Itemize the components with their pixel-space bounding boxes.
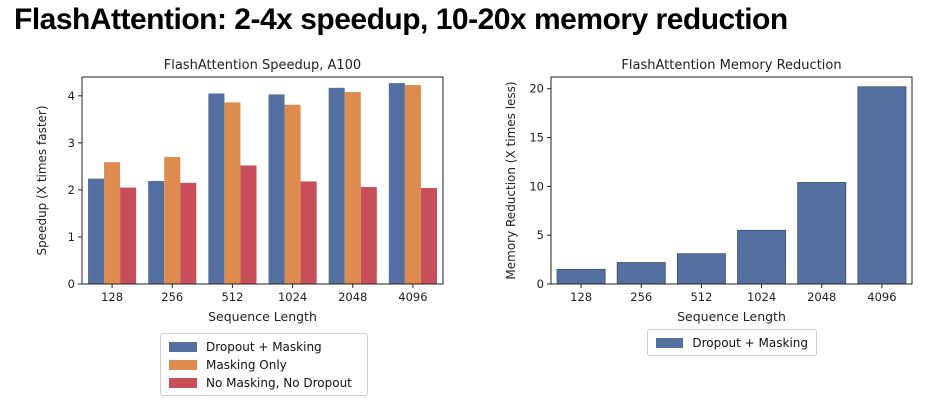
memory-x-tick-label: 4096 <box>867 290 896 304</box>
memory-x-axis-label: Sequence Length <box>677 309 786 324</box>
speedup-y-tick-label: 2 <box>68 183 75 197</box>
memory-chart-title: FlashAttention Memory Reduction <box>621 58 841 73</box>
legend-label: Masking Only <box>206 358 287 372</box>
speedup-bar <box>180 182 197 284</box>
speedup-bar <box>300 181 317 284</box>
slide-title: FlashAttention: 2-4x speedup, 10-20x mem… <box>14 3 788 36</box>
memory-bar <box>556 268 606 285</box>
memory-x-tick-label: 128 <box>570 290 592 304</box>
memory-bar <box>676 253 726 285</box>
speedup-plot-frame <box>81 76 444 285</box>
speedup-x-tick-label: 128 <box>101 290 123 304</box>
memory-x-tick-label: 256 <box>630 290 652 304</box>
speedup-bar <box>240 165 257 284</box>
memory-bar <box>737 229 787 285</box>
speedup-bar <box>404 85 421 284</box>
speedup-bar <box>224 102 241 285</box>
legend-swatch <box>656 338 684 348</box>
memory-bar <box>857 86 907 285</box>
speedup-bar <box>104 162 121 284</box>
speedup-x-tick-label: 256 <box>161 290 183 304</box>
memory-y-tick-label: 15 <box>529 131 544 145</box>
memory-y-tick-label: 5 <box>537 228 544 242</box>
speedup-bar <box>284 104 301 284</box>
speedup-bar <box>420 188 437 284</box>
speedup-bar <box>208 93 225 284</box>
speedup-bar <box>388 83 405 285</box>
legend-swatch <box>169 360 197 370</box>
legend-label: Dropout + Masking <box>692 336 808 350</box>
speedup-bar <box>328 87 345 284</box>
memory-legend: Dropout + Masking <box>647 329 817 356</box>
memory-bar <box>797 182 847 285</box>
memory-x-tick-label: 2048 <box>807 290 836 304</box>
legend-swatch <box>169 378 197 388</box>
speedup-bar <box>88 178 105 284</box>
memory-y-axis-label: Memory Reduction (X times less) <box>504 81 518 279</box>
legend-entry: No Masking, No Dropout <box>169 374 359 392</box>
speedup-y-tick-label: 1 <box>68 230 75 244</box>
memory-x-tick-label: 512 <box>690 290 712 304</box>
legend-label: No Masking, No Dropout <box>206 376 352 390</box>
speedup-x-tick-label: 2048 <box>338 290 367 304</box>
memory-bar <box>616 262 666 285</box>
speedup-legend: Dropout + Masking Masking Only No Masking,… <box>160 333 368 396</box>
legend-swatch <box>169 342 197 352</box>
memory-x-tick-label: 1024 <box>747 290 776 304</box>
speedup-y-tick-label: 0 <box>68 277 75 291</box>
speedup-y-axis-label: Speedup (X times faster) <box>35 105 49 255</box>
speedup-x-tick-label: 1024 <box>278 290 307 304</box>
legend-entry: Masking Only <box>169 356 359 374</box>
speedup-x-tick-label: 512 <box>221 290 243 304</box>
memory-y-tick-label: 20 <box>529 82 544 96</box>
speedup-x-axis-label: Sequence Length <box>208 309 317 324</box>
legend-label: Dropout + Masking <box>206 340 322 354</box>
speedup-bar <box>164 156 181 284</box>
speedup-bar <box>120 187 137 284</box>
speedup-bar <box>148 180 165 284</box>
speedup-chart-title: FlashAttention Speedup, A100 <box>164 58 361 73</box>
memory-y-tick-label: 0 <box>537 277 544 291</box>
memory-y-tick-label: 10 <box>529 179 544 193</box>
legend-entry: Dropout + Masking <box>656 334 808 352</box>
speedup-bar <box>268 94 285 284</box>
speedup-x-tick-label: 4096 <box>398 290 427 304</box>
speedup-bar <box>344 92 361 284</box>
speedup-bar <box>360 187 377 284</box>
legend-entry: Dropout + Masking <box>169 338 359 356</box>
memory-plot-frame <box>550 76 913 285</box>
speedup-y-tick-label: 3 <box>68 136 75 150</box>
speedup-y-tick-label: 4 <box>68 89 75 103</box>
